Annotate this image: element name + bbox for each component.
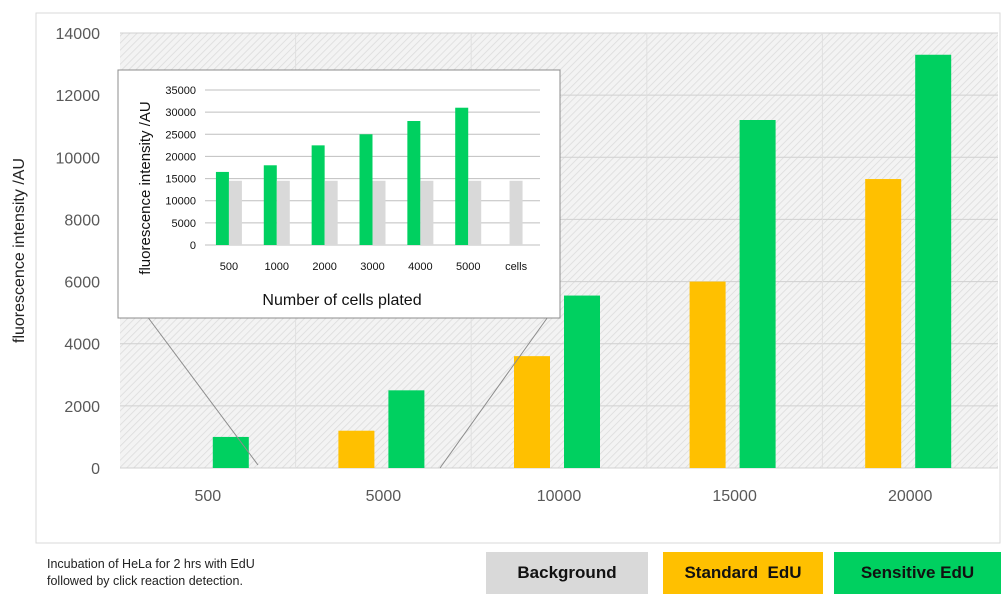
inset-bar-sensitive-edu-1000 [263,165,277,245]
y-tick-label: 14000 [56,26,101,43]
y-tick-label: 6000 [64,275,100,292]
inset-bar-sensitive-edu-4000 [407,121,421,245]
zoom-connector-left [134,299,259,466]
inset-y-tick-label: 20000 [165,151,196,163]
y-tick-label: 8000 [64,212,100,229]
inset-x-tick-label: 5000 [456,261,480,273]
inset-y-tick-label: 10000 [165,196,196,208]
inset-y-tick-label: 35000 [165,85,196,97]
bar-standard-edu-15000 [689,281,726,468]
inset-bar-background-1000 [276,180,290,245]
caption-line-2: followed by click reaction detection. [47,574,243,588]
y-tick-label: 2000 [64,399,100,416]
bar-sensitive-edu-20000 [915,54,952,468]
y-tick-label: 0 [91,461,100,478]
bar-standard-edu-20000 [865,179,902,469]
inset-bar-background-500 [228,180,242,245]
y-tick-label: 12000 [56,88,101,105]
inset-bar-sensitive-edu-500 [215,171,229,245]
x-tick-label: 500 [194,488,221,505]
inset-frame [117,69,561,319]
inset-bar-chart: 0 5000 10000 15000 20000 25000 30000 35000 500 10… [117,69,561,319]
inset-bar-sensitive-edu-2000 [311,145,325,245]
inset-x-tick-label: cells [505,261,528,273]
inset-x-tick-label: 500 [220,261,238,273]
legend-sensitive-edu-label: Sensitive EdU [860,563,975,582]
bar-standard-edu-5000 [338,430,375,468]
inset-y-tick-label: 0 [190,240,196,252]
inset-bar-background-4000 [420,180,434,245]
inset-bar-background-3000 [372,180,386,245]
inset-bar-background-2000 [324,180,338,245]
inset-x-axis-title: Number of cells plated [262,292,421,309]
legend-standard-edu: Standard EdU [663,552,823,594]
y-tick-label: 4000 [64,337,100,354]
inset-y-tick-label: 15000 [165,174,196,186]
inset-x-tick-label: 3000 [360,261,384,273]
legend-standard-edu-label: Standard EdU [684,563,802,582]
inset-y-tick-label: 5000 [172,218,196,230]
x-tick-label: 15000 [712,488,757,505]
legend-sensitive-edu: Sensitive EdU [834,552,1001,594]
inset-bar-background-cells [509,180,523,245]
bar-sensitive-edu-500 [212,436,249,468]
legend-background: Background [486,552,648,594]
y-axis-title: fluorescence intensity /AU [11,158,28,343]
inset-y-tick-label: 25000 [165,129,196,141]
inset-y-tick-label: 30000 [165,107,196,119]
inset-bar-sensitive-edu-3000 [359,134,373,245]
bar-sensitive-edu-5000 [388,390,425,468]
caption-line-1: Incubation of HeLa for 2 hrs with EdU [47,557,255,571]
inset-bar-background-5000 [468,180,482,245]
zoom-connector-right [439,299,561,469]
figure-caption: Incubation of HeLa for 2 hrs with EdU fo… [47,556,447,590]
x-tick-label: 10000 [537,488,582,505]
y-tick-label: 10000 [56,150,101,167]
inset-y-axis-title: fluorescence intensity /AU [137,101,154,274]
bar-sensitive-edu-15000 [739,120,776,468]
inset-bar-sensitive-edu-5000 [455,107,469,245]
legend-background-label: Background [517,563,617,582]
x-tick-label: 20000 [888,488,933,505]
x-tick-label: 5000 [366,488,402,505]
bar-sensitive-edu-10000 [564,295,600,468]
bar-standard-edu-10000 [514,356,550,468]
inset-x-tick-label: 1000 [265,261,289,273]
inset-x-tick-label: 4000 [408,261,432,273]
inset-x-tick-label: 2000 [312,261,336,273]
